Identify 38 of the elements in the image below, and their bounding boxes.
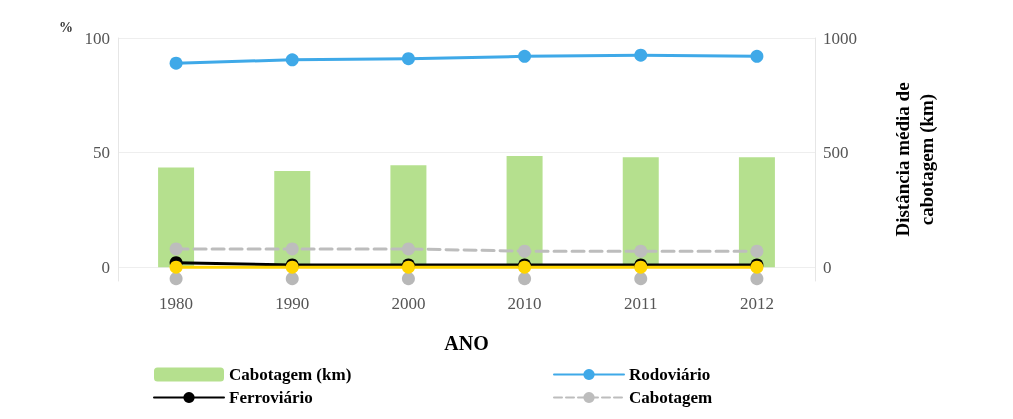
legend-label: Rodoviário xyxy=(629,365,711,384)
point xyxy=(285,272,299,286)
point xyxy=(750,272,764,286)
point xyxy=(169,272,183,286)
y-tick-label: 100 xyxy=(84,28,110,48)
point xyxy=(634,272,648,286)
point xyxy=(518,49,532,63)
point xyxy=(285,53,299,67)
x-tick-label: 1980 xyxy=(159,294,194,313)
point xyxy=(634,244,648,258)
point xyxy=(401,272,415,286)
point xyxy=(401,242,415,256)
point xyxy=(401,52,415,66)
y2-axis-title: Distância média de cabotagem (km) xyxy=(891,82,938,237)
x-tick-label: 2000 xyxy=(391,294,426,313)
point xyxy=(169,260,183,274)
x-tick-label: 2011 xyxy=(624,294,658,313)
x-axis-title: ANO xyxy=(444,332,489,354)
point xyxy=(750,49,764,63)
y2-tick-label: 0 xyxy=(823,257,832,277)
x-tick-label: 2012 xyxy=(739,294,774,313)
point xyxy=(285,242,299,256)
legend-label: Cabotagem (km) xyxy=(229,365,352,384)
x-tick-label: 2010 xyxy=(507,294,542,313)
y-axis-title: % xyxy=(59,19,73,35)
y-tick-label: 50 xyxy=(93,143,110,163)
y2-tick-label: 500 xyxy=(823,143,849,163)
y2-tick-label: 1000 xyxy=(823,28,857,48)
legend-label: Cabotagem xyxy=(629,388,713,407)
point xyxy=(634,48,648,62)
legend-label: Ferroviário xyxy=(229,388,313,407)
y-tick-label: 0 xyxy=(101,257,110,277)
point xyxy=(169,56,183,70)
point xyxy=(518,272,532,286)
point xyxy=(518,244,532,258)
point xyxy=(750,244,764,258)
point xyxy=(169,242,183,256)
x-tick-label: 1990 xyxy=(275,294,310,313)
